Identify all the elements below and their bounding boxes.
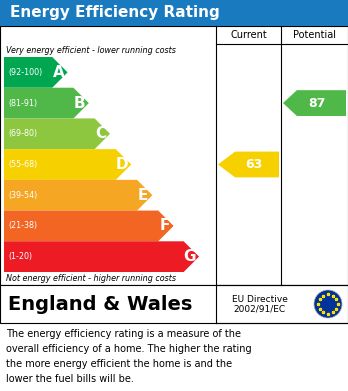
Text: E: E: [138, 188, 148, 203]
Text: England & Wales: England & Wales: [8, 294, 192, 314]
Polygon shape: [4, 149, 131, 180]
Polygon shape: [218, 152, 279, 178]
Text: (55-68): (55-68): [8, 160, 37, 169]
Text: 63: 63: [245, 158, 262, 171]
Text: (1-20): (1-20): [8, 252, 32, 261]
Text: (39-54): (39-54): [8, 191, 37, 200]
Text: (92-100): (92-100): [8, 68, 42, 77]
Polygon shape: [4, 57, 68, 88]
Circle shape: [314, 290, 342, 318]
Text: 87: 87: [309, 97, 326, 109]
Polygon shape: [4, 211, 174, 241]
Text: (69-80): (69-80): [8, 129, 37, 138]
Text: A: A: [53, 65, 64, 80]
Bar: [0, 26, 348, 285]
Polygon shape: [4, 180, 152, 211]
Text: lower the fuel bills will be.: lower the fuel bills will be.: [6, 374, 134, 384]
Bar: [0, 285, 348, 323]
Text: 2002/91/EC: 2002/91/EC: [234, 305, 286, 314]
Text: B: B: [74, 95, 85, 111]
Polygon shape: [4, 118, 110, 149]
Text: C: C: [95, 126, 106, 141]
Text: Not energy efficient - higher running costs: Not energy efficient - higher running co…: [6, 274, 176, 283]
Text: Energy Efficiency Rating: Energy Efficiency Rating: [10, 5, 220, 20]
Text: Current: Current: [230, 30, 267, 40]
Text: D: D: [116, 157, 128, 172]
Text: (21-38): (21-38): [8, 221, 37, 230]
Text: overall efficiency of a home. The higher the rating: overall efficiency of a home. The higher…: [6, 344, 252, 354]
Text: F: F: [159, 219, 169, 233]
Text: Potential: Potential: [293, 30, 336, 40]
Text: EU Directive: EU Directive: [232, 294, 287, 303]
Text: the more energy efficient the home is and the: the more energy efficient the home is an…: [6, 359, 232, 369]
Bar: [0, 0, 348, 26]
Text: G: G: [184, 249, 196, 264]
Polygon shape: [4, 88, 89, 118]
Polygon shape: [4, 241, 199, 272]
Text: Very energy efficient - lower running costs: Very energy efficient - lower running co…: [6, 46, 176, 55]
Text: The energy efficiency rating is a measure of the: The energy efficiency rating is a measur…: [6, 328, 241, 339]
Text: (81-91): (81-91): [8, 99, 37, 108]
Polygon shape: [283, 90, 346, 116]
